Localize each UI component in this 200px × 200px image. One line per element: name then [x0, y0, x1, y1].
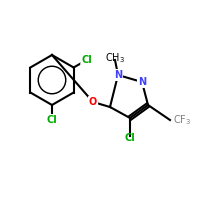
Text: CF$_3$: CF$_3$ [173, 113, 191, 127]
Text: O: O [89, 97, 97, 107]
Text: Cl: Cl [81, 55, 92, 65]
Text: CH$_3$: CH$_3$ [105, 51, 125, 65]
Text: Cl: Cl [125, 133, 135, 143]
Text: N: N [114, 70, 122, 80]
Text: Cl: Cl [47, 115, 57, 125]
Text: N: N [138, 77, 146, 87]
